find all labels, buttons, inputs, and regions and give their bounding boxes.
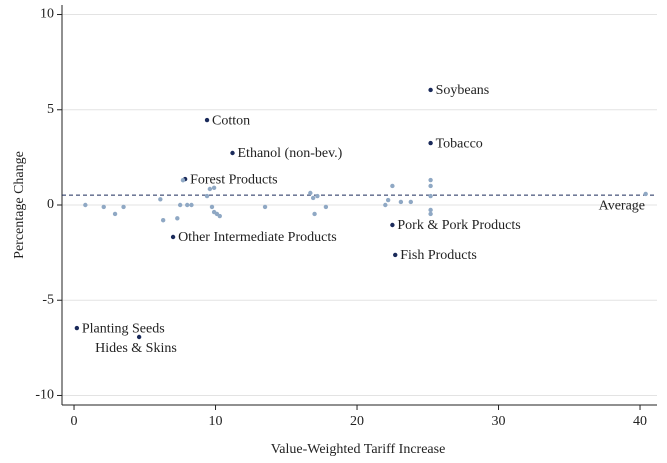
point [204, 117, 210, 123]
point [185, 202, 190, 208]
point-label: Soybeans [436, 83, 490, 98]
y-axis-label: Percentage Change [12, 151, 27, 259]
y-tick-label: 5 [47, 102, 54, 117]
point [170, 234, 176, 240]
point [390, 222, 395, 228]
point [217, 213, 222, 219]
point [160, 218, 166, 223]
point [209, 204, 215, 210]
y-tick-label: -10 [35, 388, 54, 403]
x-tick-label: 20 [350, 414, 364, 429]
point [310, 195, 316, 201]
point [207, 186, 213, 192]
point [112, 211, 118, 217]
point [428, 211, 433, 217]
point [136, 334, 142, 340]
point [189, 202, 194, 208]
point-label: Tobacco [436, 136, 483, 151]
point-label: Other Intermediate Products [178, 230, 337, 245]
point [262, 204, 268, 210]
point [308, 190, 313, 196]
point-label: Hides & Skins [95, 341, 177, 356]
x-tick-label: 0 [71, 414, 78, 429]
point-label: Fish Products [400, 248, 477, 263]
point-label: Pork & Pork Products [397, 218, 520, 233]
point-label: Planting Seeds [82, 321, 165, 336]
point-label: Cotton [212, 113, 250, 128]
point-label: Ethanol (non-bev.) [238, 146, 343, 161]
point [323, 204, 329, 210]
point [83, 202, 88, 208]
y-tick-label: 0 [47, 197, 54, 212]
point [180, 178, 186, 183]
point [428, 87, 433, 93]
point [312, 211, 317, 217]
point [211, 185, 217, 191]
point [398, 199, 404, 205]
point [383, 202, 388, 208]
point [393, 252, 398, 258]
point [175, 216, 180, 221]
point [428, 183, 433, 189]
point [428, 193, 433, 199]
point [315, 193, 320, 199]
point [158, 197, 163, 202]
point [428, 177, 433, 183]
point [204, 193, 210, 199]
point [428, 207, 433, 213]
point [428, 140, 433, 146]
x-tick-label: 10 [209, 414, 223, 429]
point-label: Forest Products [190, 172, 278, 187]
point [643, 191, 648, 197]
point [121, 204, 126, 210]
point [177, 202, 183, 208]
x-axis-label: Value-Weighted Tariff Increase [271, 442, 446, 457]
point [74, 325, 80, 331]
point [385, 197, 391, 203]
point [390, 183, 395, 189]
average-label: Average [599, 198, 645, 213]
x-tick-label: 40 [633, 414, 647, 429]
y-tick-label: -5 [42, 292, 54, 307]
point [230, 150, 235, 156]
point [408, 199, 413, 205]
y-tick-label: 10 [40, 7, 54, 22]
point [101, 204, 106, 210]
x-tick-label: 30 [492, 414, 506, 429]
